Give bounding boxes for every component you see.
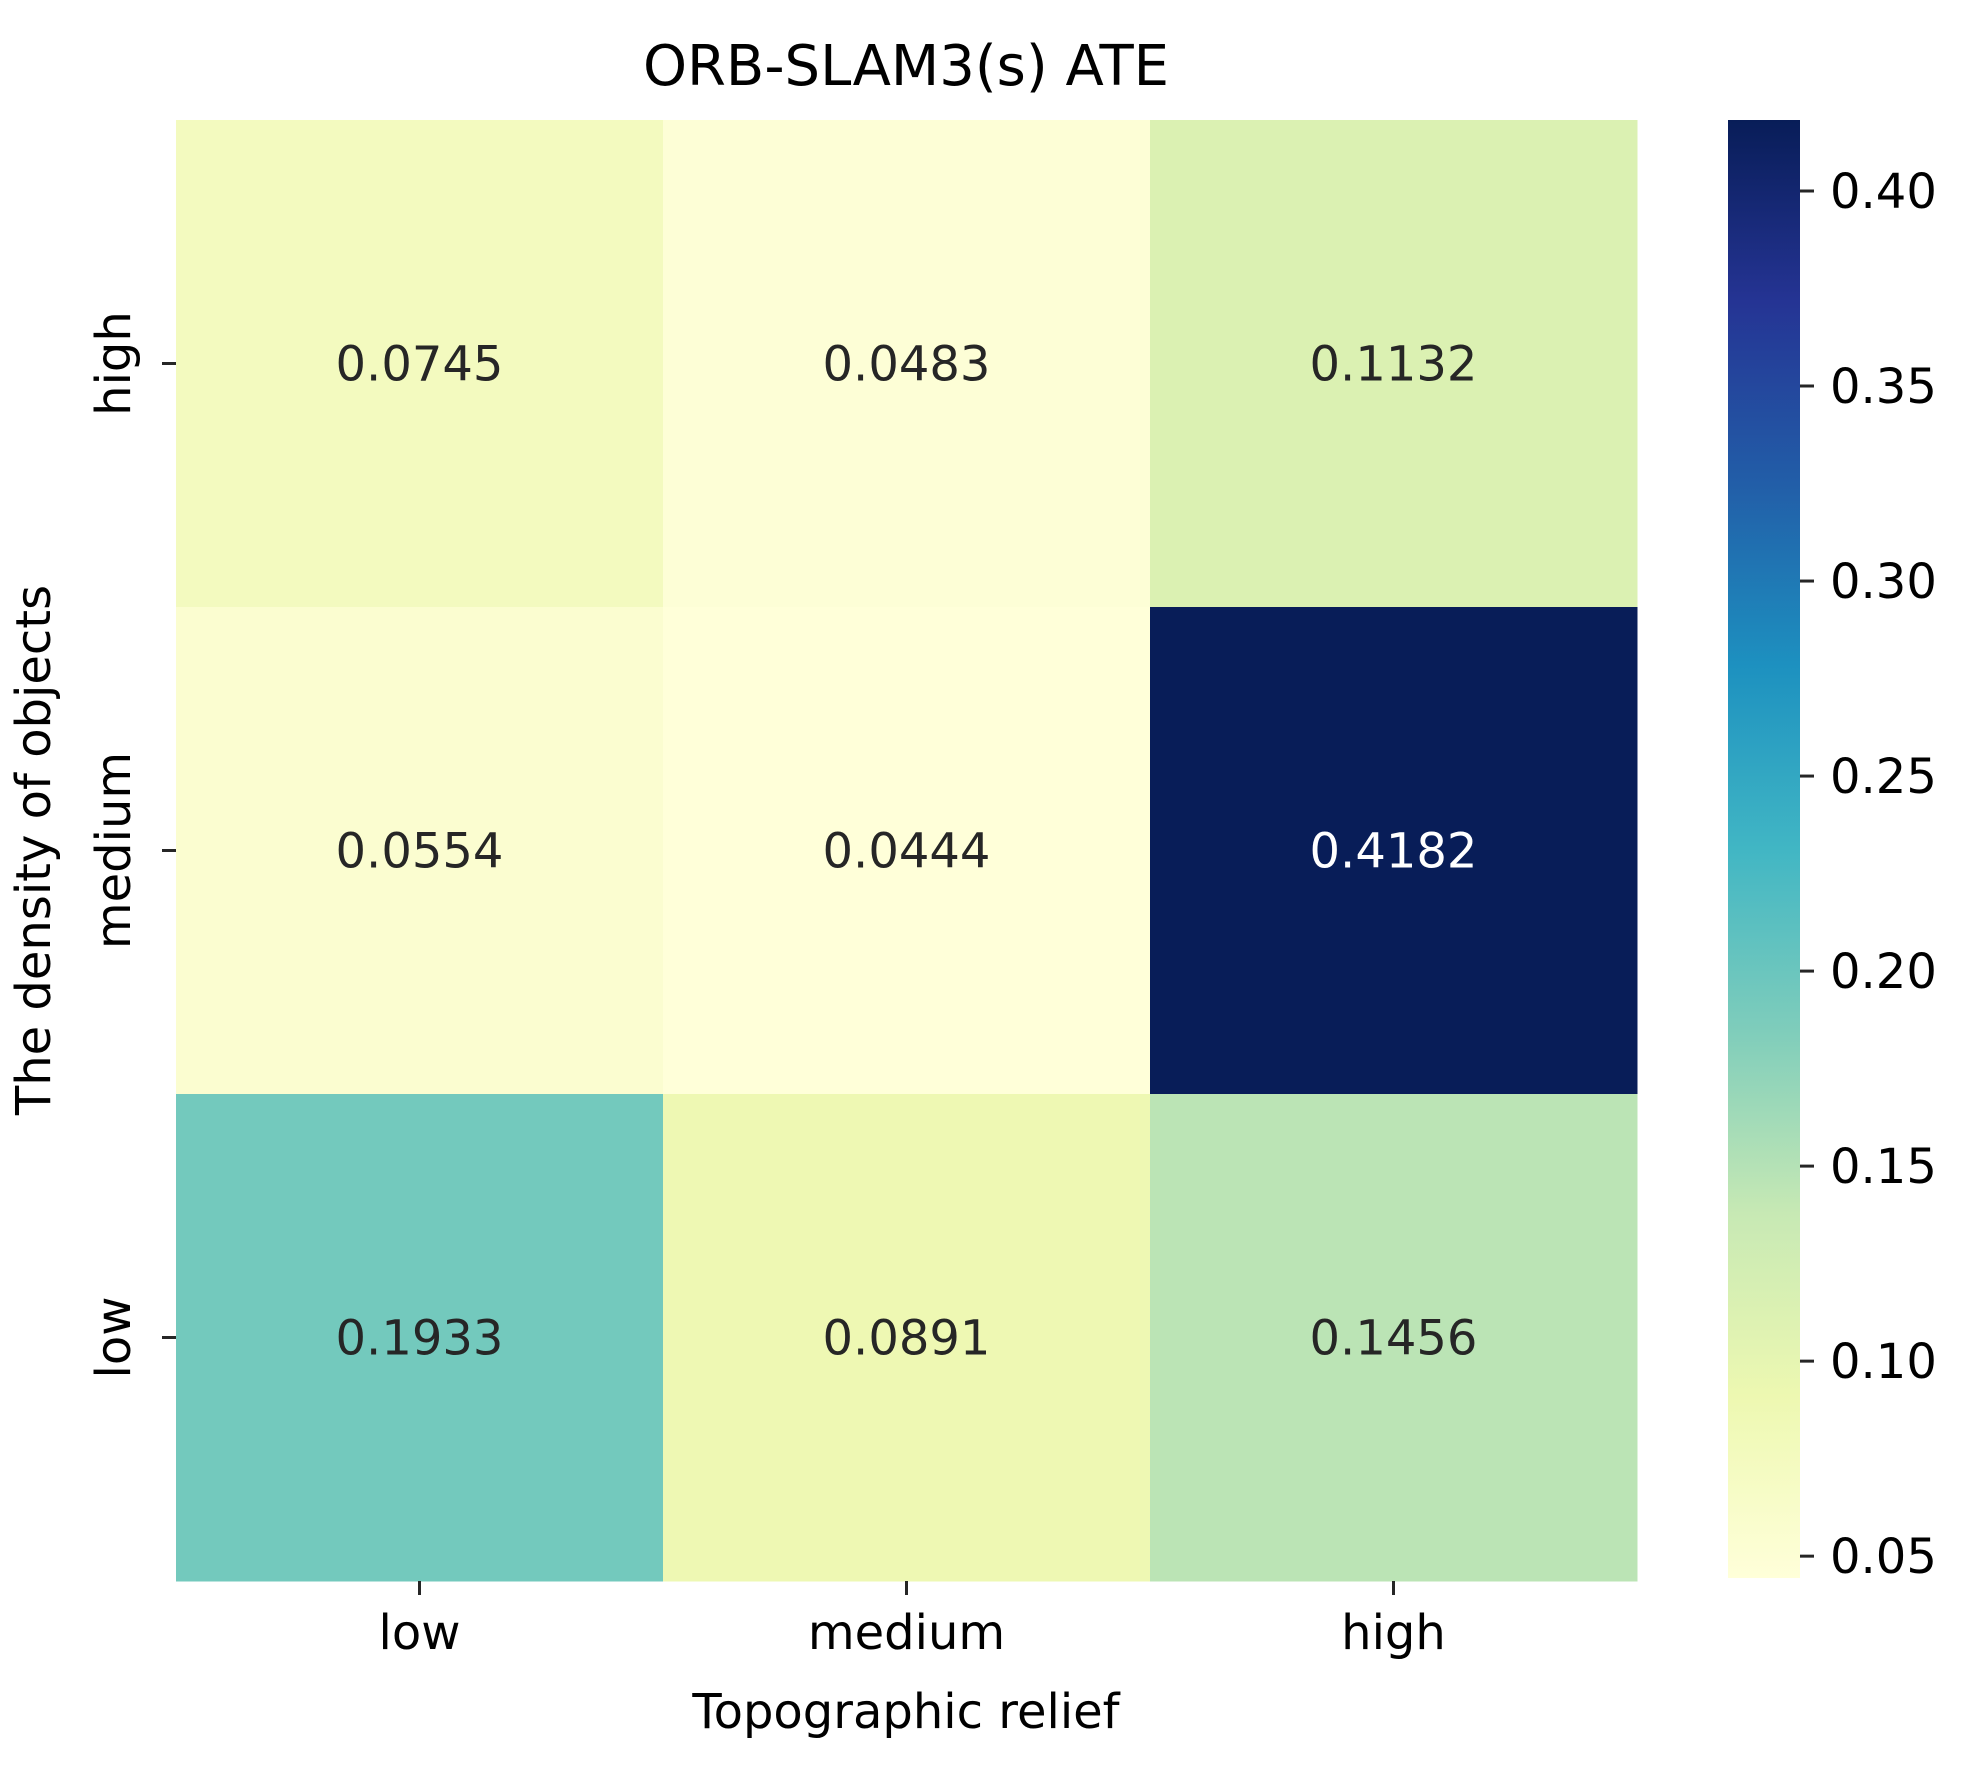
x-tick-label-low: low: [379, 1605, 461, 1661]
colorbar-tick-label-0.05: 0.05: [1830, 1529, 1937, 1585]
y-axis-label: The density of objects: [6, 585, 62, 1116]
heatmap-cell-high-low: [176, 120, 664, 608]
chart-title: ORB-SLAM3(s) ATE: [643, 34, 1169, 99]
colorbar-tick-label-0.30: 0.30: [1830, 554, 1937, 610]
heatmap-value-labels: 0.0745 0.0483 0.1132 0.0554 0.0444 0.4182 0.19…: [336, 337, 1478, 1367]
heatmap-cell-medium-high: [1150, 607, 1638, 1095]
heatmap-cell-high-medium: [663, 120, 1151, 608]
heatmap-cell-low-high: [1150, 1094, 1638, 1582]
heatmap-cell-low-medium: [663, 1094, 1151, 1582]
x-tick-label-medium: medium: [808, 1605, 1005, 1661]
colorbar-tick-label-0.40: 0.40: [1830, 164, 1937, 220]
x-axis-label: Topographic relief: [691, 1684, 1120, 1740]
heatmap-cells: [176, 120, 1638, 1582]
cell-value-label-low-medium: 0.0891: [823, 1311, 991, 1367]
x-tick-label-high: high: [1341, 1605, 1446, 1661]
x-axis: low medium high: [379, 1581, 1446, 1661]
y-tick-label-low: low: [86, 1297, 142, 1379]
y-axis: high medium low: [86, 311, 176, 1378]
cell-value-label-high-low: 0.0745: [336, 337, 504, 393]
y-tick-label-high: high: [86, 311, 142, 416]
colorbar-tick-label-0.20: 0.20: [1830, 944, 1937, 1000]
colorbar-tick-label-0.15: 0.15: [1830, 1139, 1937, 1195]
y-tick-label-medium: medium: [86, 752, 142, 949]
cell-value-label-low-low: 0.1933: [336, 1311, 504, 1367]
cell-value-label-medium-high: 0.4182: [1310, 824, 1478, 880]
cell-value-label-high-medium: 0.0483: [823, 337, 991, 393]
cell-value-label-high-high: 0.1132: [1310, 337, 1478, 393]
cell-value-label-medium-medium: 0.0444: [823, 824, 991, 880]
colorbar-tick-label-0.35: 0.35: [1830, 359, 1937, 415]
colorbar-tick-label-0.10: 0.10: [1830, 1334, 1937, 1390]
heatmap-cell-medium-medium: [663, 607, 1151, 1095]
cell-value-label-low-high: 0.1456: [1310, 1311, 1478, 1367]
heatmap-cell-high-high: [1150, 120, 1638, 608]
colorbar-tick-label-0.25: 0.25: [1830, 749, 1937, 805]
colorbar-gradient: [1728, 120, 1800, 1578]
cell-value-label-medium-low: 0.0554: [336, 824, 504, 880]
colorbar: 0.05 0.10 0.15 0.20 0.25 0.30 0.35 0.40: [1728, 120, 1937, 1585]
heatmap-cell-low-low: [176, 1094, 664, 1582]
heatmap-cell-medium-low: [176, 607, 664, 1095]
